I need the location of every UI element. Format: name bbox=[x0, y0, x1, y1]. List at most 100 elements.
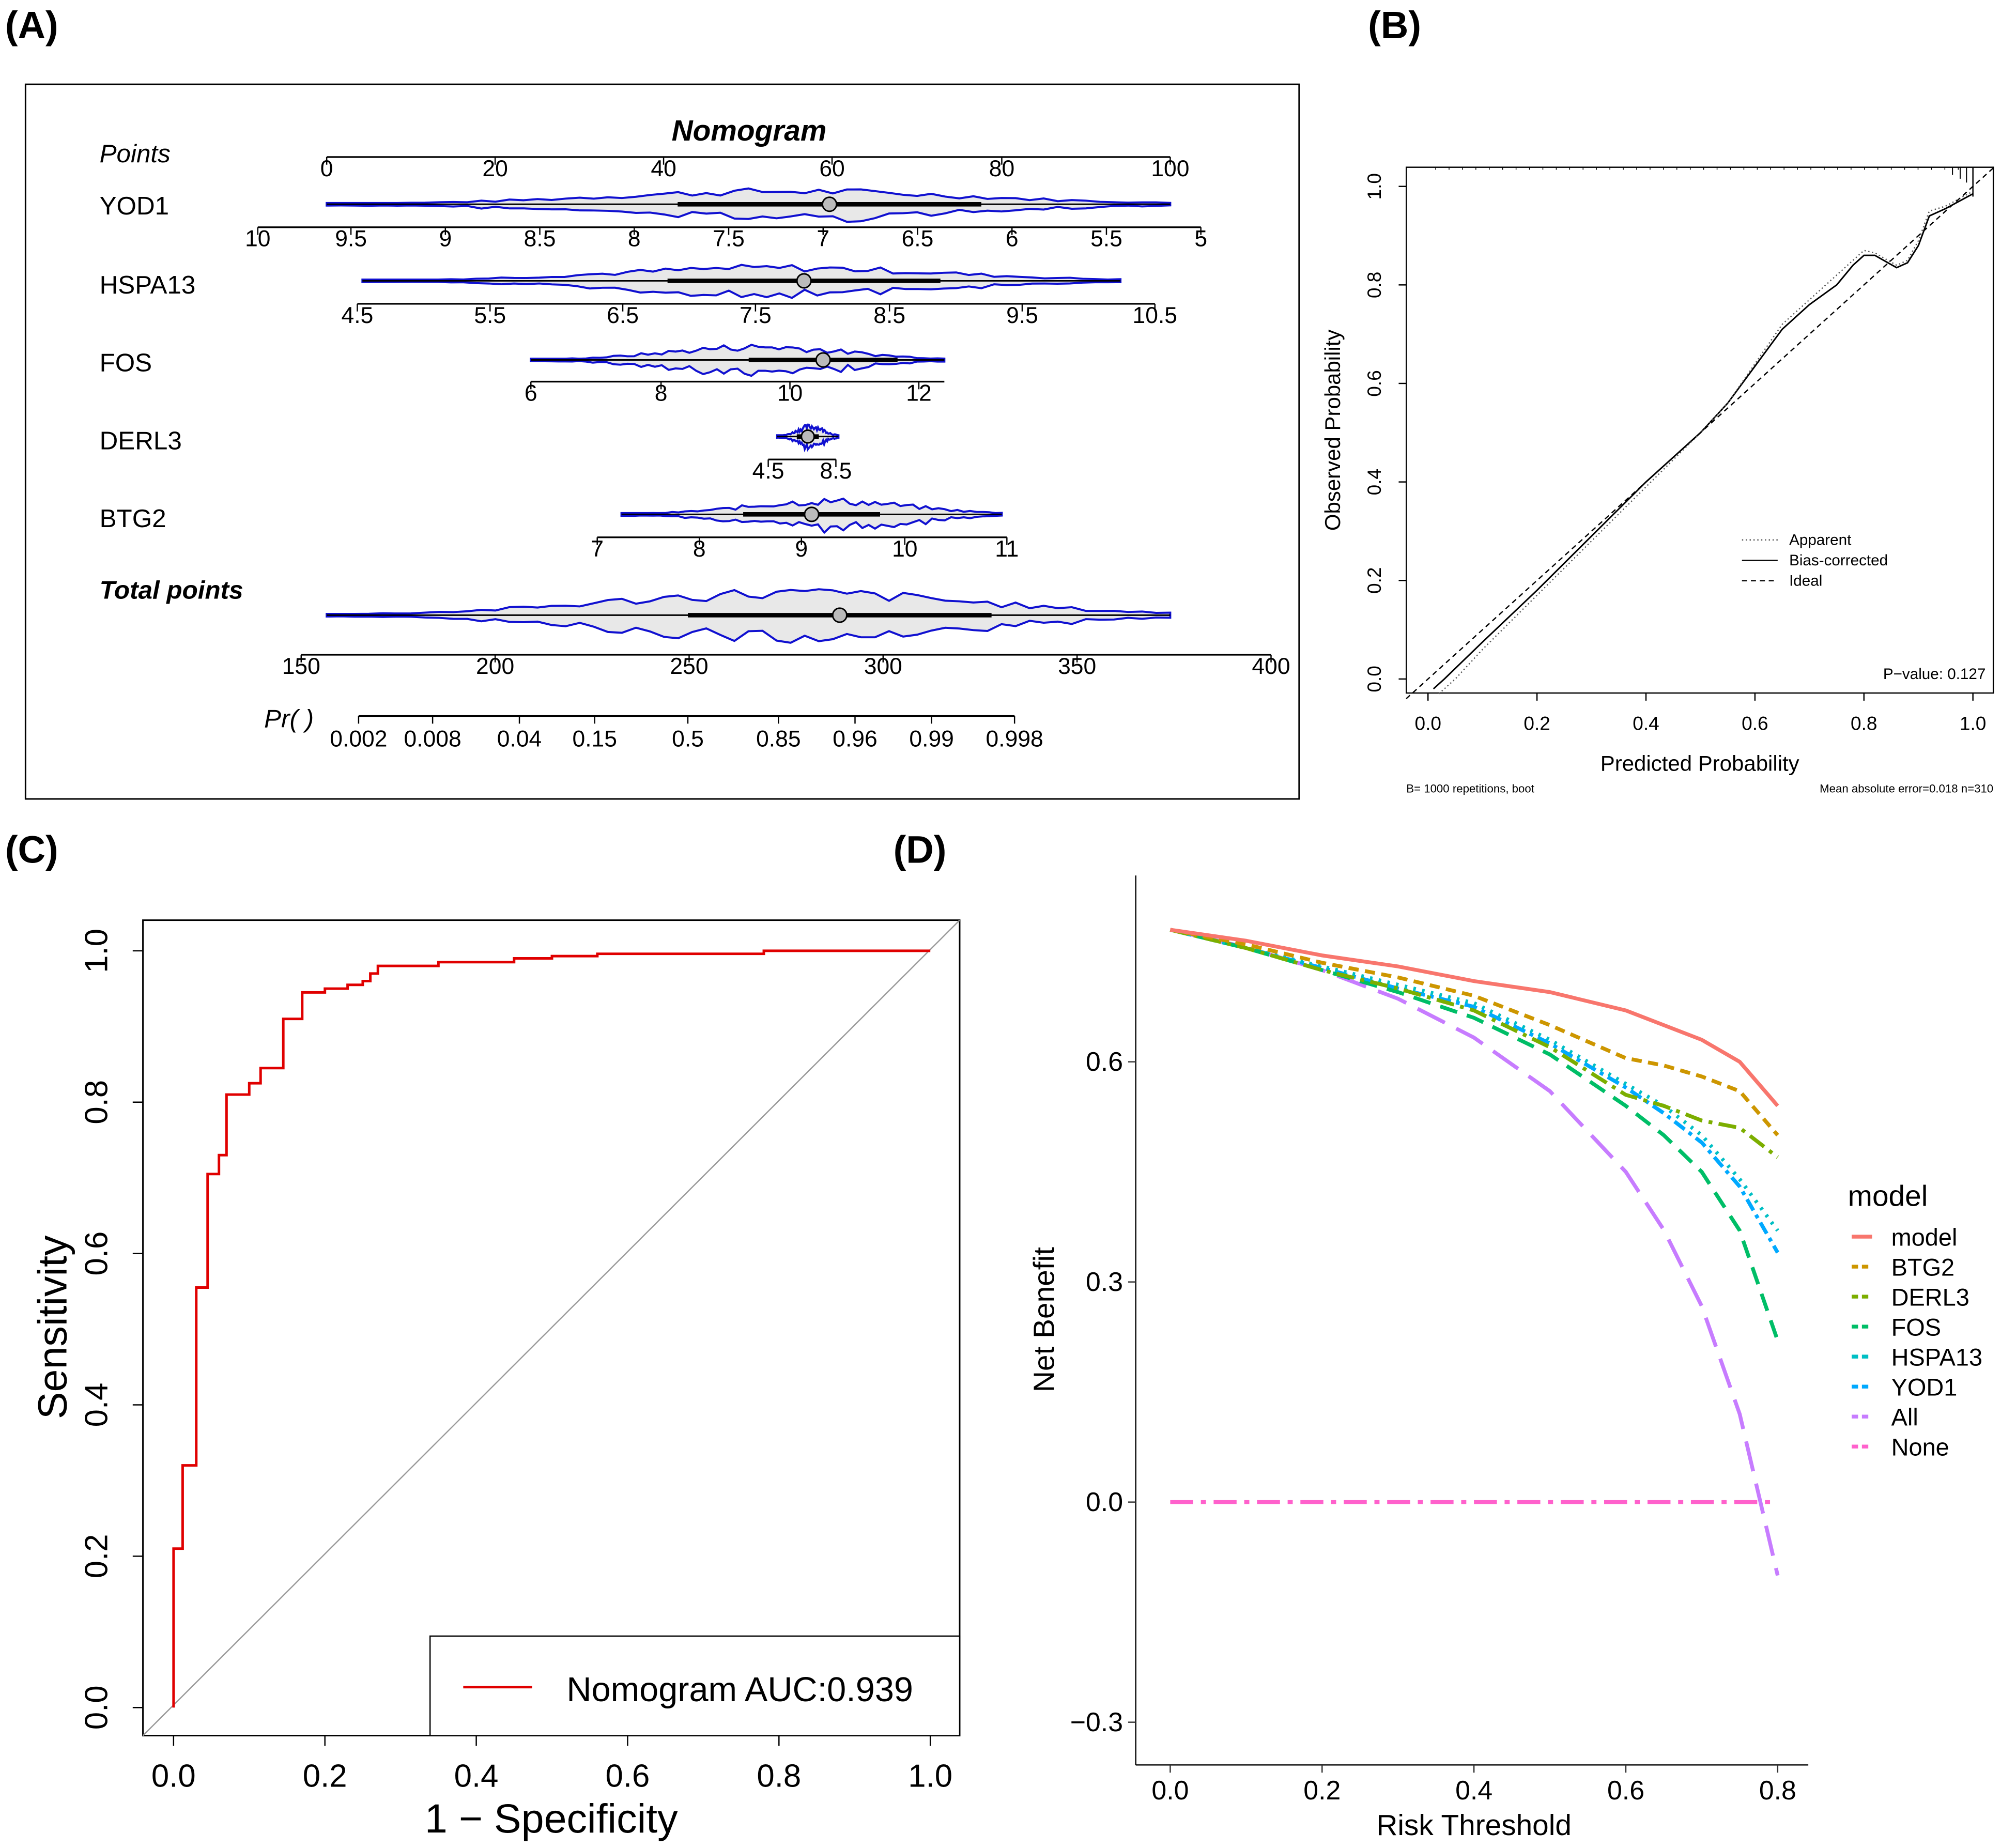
footnote-right: Mean absolute error=0.018 n=310 bbox=[1820, 782, 1993, 795]
tick-label: 0.008 bbox=[404, 727, 461, 752]
x-tick-label: 0.0 bbox=[151, 1758, 196, 1794]
legend-label: DERL3 bbox=[1891, 1284, 1969, 1311]
x-tick-label: 0.2 bbox=[1523, 713, 1550, 734]
tick-label: 6 bbox=[525, 381, 537, 406]
tick-label: 0.04 bbox=[497, 727, 542, 752]
net-benefit-line-model bbox=[1169, 928, 1779, 1107]
tick-label: 9 bbox=[795, 536, 808, 562]
y-tick-label: 0.4 bbox=[79, 1383, 114, 1427]
plot-frame bbox=[1406, 166, 1994, 694]
tick-label: 200 bbox=[476, 654, 514, 679]
tick-label: 8.5 bbox=[873, 303, 905, 328]
y-tick-label: 1.0 bbox=[1363, 173, 1385, 199]
x-axis-title: 1 − Specificity bbox=[425, 1795, 678, 1841]
legend-label: BTG2 bbox=[1891, 1254, 1955, 1281]
tick-label: 8.5 bbox=[524, 226, 556, 252]
median-point bbox=[804, 506, 820, 522]
median-point bbox=[815, 352, 831, 368]
tick-label: 80 bbox=[989, 156, 1014, 181]
median-point bbox=[822, 196, 838, 212]
tick-label: 0.5 bbox=[672, 727, 704, 752]
legend-label: Apparent bbox=[1789, 532, 1852, 549]
x-axis-title: Risk Threshold bbox=[1376, 1809, 1572, 1842]
x-tick-label: 0.2 bbox=[303, 1758, 347, 1794]
net-benefit-line-btg2 bbox=[1169, 928, 1779, 1137]
tick-label: 8.5 bbox=[820, 458, 852, 484]
tick-label: 60 bbox=[819, 156, 844, 181]
tick-label: 6.5 bbox=[607, 303, 639, 328]
dca-panel: 0.0 0.2 0.4 0.6 0.8 −0.3 0.0 0.3 0.6 Risk Thresho… bbox=[1028, 875, 1982, 1842]
x-tick-label: 0.6 bbox=[1607, 1775, 1644, 1805]
tick-label: 5.5 bbox=[474, 303, 506, 328]
y-tick-label: 0.0 bbox=[1086, 1487, 1123, 1517]
legend-label: Ideal bbox=[1789, 573, 1822, 590]
x-tick-label: 0.0 bbox=[1151, 1775, 1189, 1805]
tick-label: 10 bbox=[245, 226, 270, 252]
y-tick-label: 0.0 bbox=[79, 1685, 114, 1730]
tick-label: 8 bbox=[655, 381, 668, 406]
tick-label: 300 bbox=[864, 654, 902, 679]
x-tick-label: 0.4 bbox=[1455, 1775, 1492, 1805]
y-tick-label: 0.4 bbox=[1363, 469, 1385, 495]
axis-label-fos: FOS bbox=[100, 349, 152, 377]
tick-label: 150 bbox=[282, 654, 320, 679]
tick-label: 350 bbox=[1058, 654, 1096, 679]
x-tick-label: 0.8 bbox=[1851, 713, 1877, 734]
y-tick-label: 0.6 bbox=[1363, 370, 1385, 396]
axis-label-hspa13: HSPA13 bbox=[100, 271, 196, 299]
net-benefit-line-all bbox=[1169, 928, 1780, 1576]
footnote-left: B= 1000 repetitions, boot bbox=[1406, 782, 1534, 795]
tick-label: 0.002 bbox=[330, 727, 387, 752]
x-axis-title: Predicted Probability bbox=[1600, 751, 1799, 776]
tick-label: 100 bbox=[1151, 156, 1189, 181]
y-axis-title: Observed Probability bbox=[1320, 330, 1345, 531]
legend-label: HSPA13 bbox=[1891, 1344, 1982, 1370]
axis-label-derl3: DERL3 bbox=[100, 426, 182, 455]
tick-label: 9 bbox=[439, 226, 452, 252]
tick-label: 5.5 bbox=[1090, 226, 1122, 252]
tick-label: 8 bbox=[628, 226, 641, 252]
axis-label-points: Points bbox=[100, 140, 171, 168]
tick-label: 10 bbox=[777, 381, 803, 406]
tick-label: 20 bbox=[482, 156, 507, 181]
x-tick-label: 0.0 bbox=[1415, 713, 1441, 734]
net-benefit-line-derl3 bbox=[1169, 928, 1779, 1159]
tick-label: 12 bbox=[906, 381, 931, 406]
tick-label: 10 bbox=[892, 536, 917, 562]
tick-label: 8 bbox=[693, 536, 706, 562]
y-tick-label: −0.3 bbox=[1070, 1707, 1123, 1737]
calibration-line-bias-corrected bbox=[1433, 193, 1974, 690]
net-benefit-line-fos bbox=[1169, 928, 1780, 1342]
x-tick-label: 0.4 bbox=[1633, 713, 1659, 734]
nomogram-frame bbox=[24, 83, 1300, 800]
legend-label: All bbox=[1891, 1404, 1918, 1430]
y-tick-label: 0.6 bbox=[1086, 1046, 1123, 1076]
tick-label: 0.85 bbox=[756, 727, 801, 752]
y-tick-label: 0.2 bbox=[79, 1534, 114, 1578]
y-tick-label: 0.0 bbox=[1363, 666, 1385, 692]
x-tick-label: 0.8 bbox=[757, 1758, 801, 1794]
tick-label: 250 bbox=[670, 654, 708, 679]
legend-label: model bbox=[1891, 1224, 1958, 1251]
legend-label: FOS bbox=[1891, 1314, 1941, 1341]
nomogram-panel: Nomogram Points 0 20 40 60 80 100 YOD1 10 9.5 9 8.5… bbox=[24, 83, 1300, 800]
reference-diagonal bbox=[142, 919, 960, 1736]
tick-label: 0.96 bbox=[833, 727, 878, 752]
tick-label: 0 bbox=[320, 156, 333, 181]
x-tick-label: 0.8 bbox=[1759, 1775, 1796, 1805]
calibration-panel: 0.0 0.2 0.4 0.6 0.8 1.0 0.0 0.2 0.4 0.6 0.8 1.0 Pred… bbox=[1320, 166, 1995, 795]
y-tick-label: 0.3 bbox=[1086, 1267, 1123, 1297]
legend-label: Bias-corrected bbox=[1789, 552, 1888, 569]
axis-label-yod1: YOD1 bbox=[100, 192, 169, 220]
tick-label: 7 bbox=[817, 226, 829, 252]
median-point bbox=[796, 273, 812, 289]
axis-label-btg2: BTG2 bbox=[100, 504, 166, 533]
net-benefit-line-yod1 bbox=[1169, 928, 1780, 1254]
y-tick-label: 1.0 bbox=[79, 929, 114, 973]
median-point bbox=[801, 429, 815, 444]
y-axis-title: Sensitivity bbox=[29, 1235, 75, 1419]
x-tick-label: 1.0 bbox=[908, 1758, 952, 1794]
axis-label-total-points: Total points bbox=[100, 576, 243, 604]
tick-label: 6 bbox=[1006, 226, 1019, 252]
